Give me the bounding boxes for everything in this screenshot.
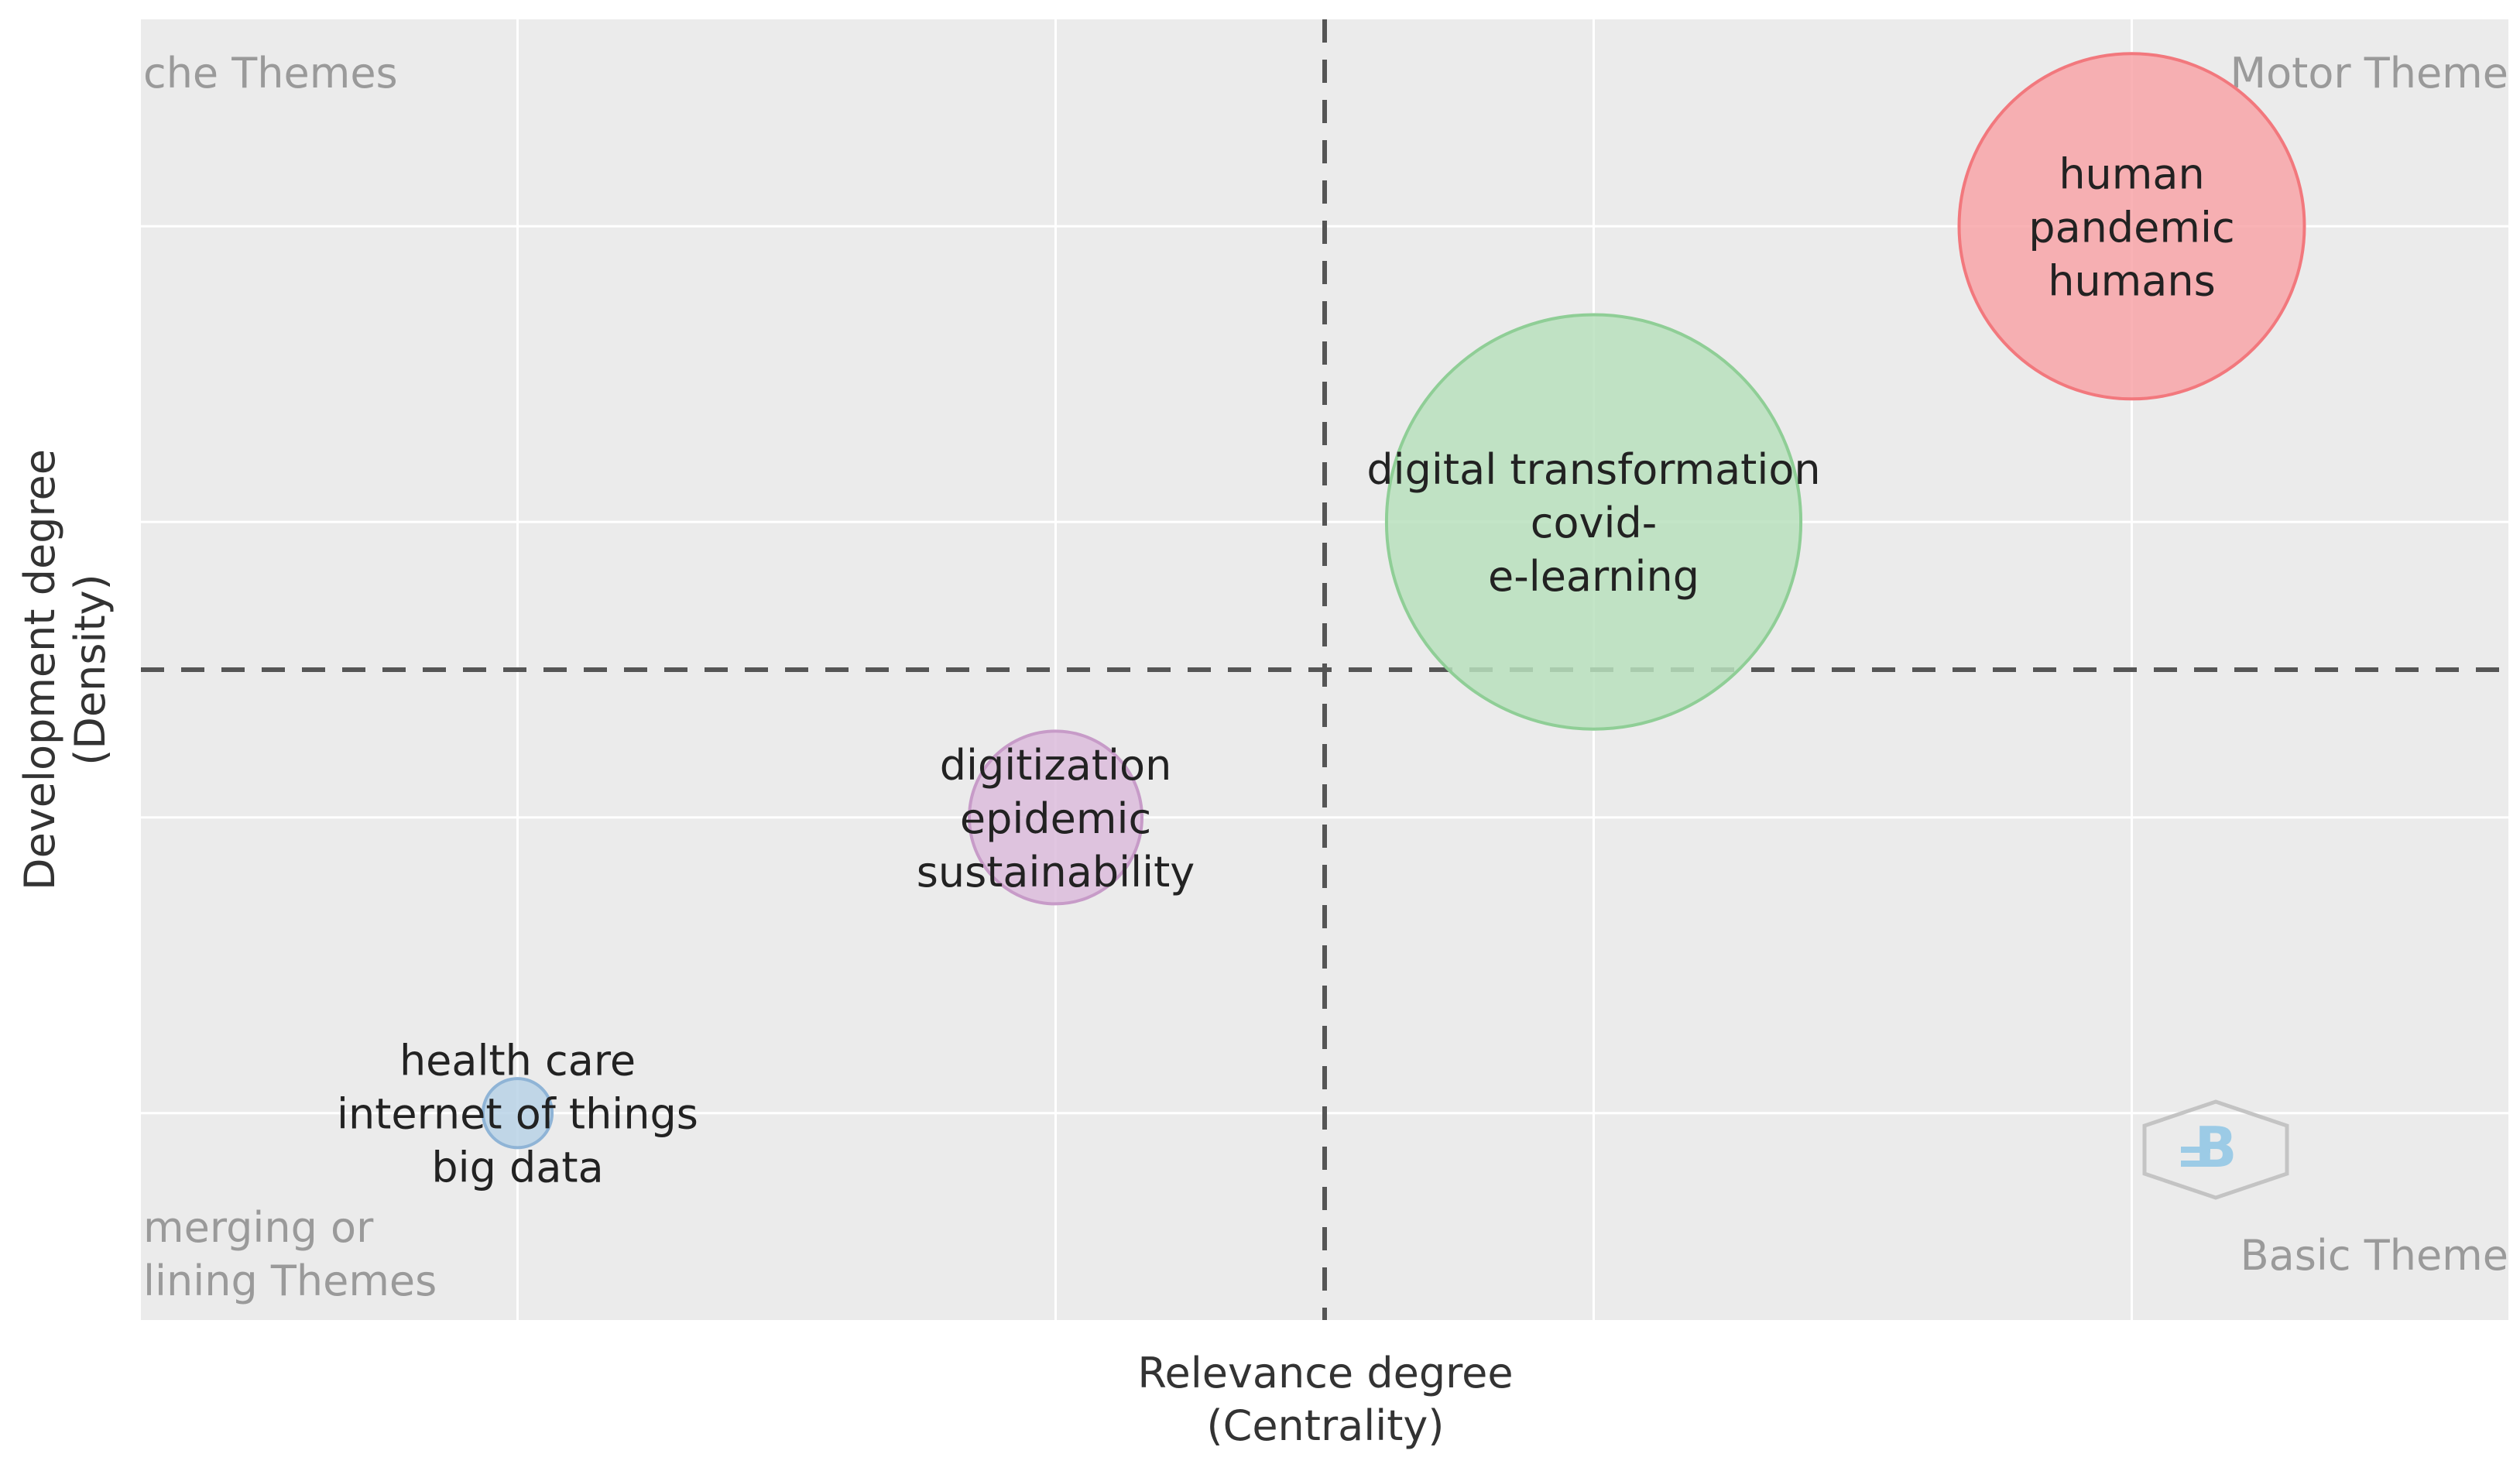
logo-hexagon-icon: B <box>2142 1099 2289 1200</box>
bubble-2-label-2: sustainability <box>917 848 1195 897</box>
bubble-1-label-0: digital transformation <box>1366 445 1820 494</box>
x-axis-title-line2: (Centrality) <box>1207 1401 1445 1450</box>
y-axis-title-line1: Development degree <box>15 449 64 890</box>
bubbles-layer <box>481 52 2306 1150</box>
bubble-1-label-1: covid- <box>1531 499 1657 547</box>
quadrant-label-top-right: Motor Theme <box>2230 49 2508 98</box>
bubble-2-label-0: digitization <box>940 741 1172 790</box>
bubble-2 <box>968 729 1143 906</box>
quadrant-label-bottom-right: Basic Theme <box>2241 1231 2508 1280</box>
quadrant-dividers <box>141 19 2508 1320</box>
y-axis-title-line2: (Density) <box>66 574 115 765</box>
quadrant-label-top-left: che Themes <box>143 49 398 98</box>
bubble-0-label-0: human <box>2059 149 2204 198</box>
quadrant-label-bottom-left-line2: lining Themes <box>143 1257 437 1305</box>
bubble-0-label-2: humans <box>2048 256 2216 305</box>
bubble-3 <box>481 1077 554 1150</box>
bubble-1 <box>1384 313 1803 731</box>
bubble-0-label-1: pandemic <box>2028 203 2234 252</box>
bubble-3-label-1: internet of things <box>337 1090 698 1139</box>
quadrant-label-bottom-left-line1: merging or <box>143 1203 374 1252</box>
bubble-1-label-2: e-learning <box>1488 552 1699 601</box>
bubble-3-label-0: health care <box>399 1037 636 1085</box>
bubble-0 <box>1957 52 2306 401</box>
x-axis-title-line1: Relevance degree <box>1137 1349 1513 1397</box>
bubble-3-label-2: big data <box>431 1144 603 1192</box>
bubble-2-label-1: epidemic <box>960 794 1151 843</box>
